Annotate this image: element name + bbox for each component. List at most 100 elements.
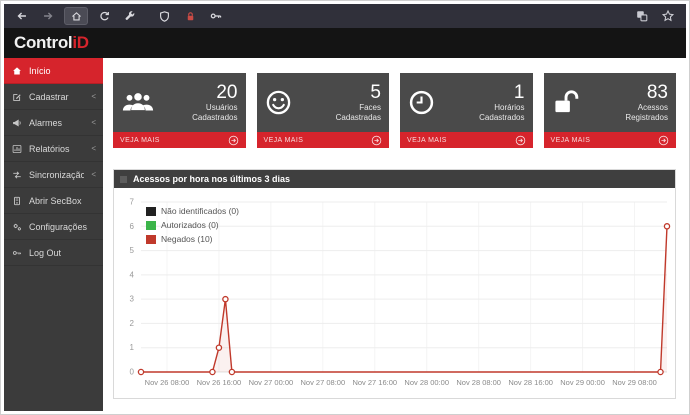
- sidebar-item-label: Log Out: [29, 247, 62, 258]
- chart-panel-header: Acessos por hora nos últimos 3 dias: [114, 170, 675, 188]
- home-icon[interactable]: [64, 7, 88, 25]
- stat-label-line1: Horários: [494, 102, 525, 112]
- veja-mais-link[interactable]: VEJA MAIS: [256, 132, 389, 148]
- svg-text:4: 4: [130, 270, 135, 279]
- svg-text:Nov 28 08:00: Nov 28 08:00: [456, 378, 501, 387]
- stat-label-line1: Faces: [359, 102, 381, 112]
- sidebar: Início Cadastrar < Alarmes < Relatórios …: [4, 58, 103, 411]
- shield-icon[interactable]: [154, 7, 174, 25]
- gears-icon: [11, 221, 22, 232]
- access-line-chart: 0 1 2 3 4 5 6 7 Nov 26 08:00 Nov 26 16:00 Nov 27 0…: [130, 198, 671, 387]
- stat-label: Usuários Cadastrados: [159, 102, 238, 123]
- report-icon: [11, 143, 22, 154]
- stat-value: 20: [216, 81, 238, 103]
- svg-text:Nov 27 08:00: Nov 27 08:00: [301, 378, 346, 387]
- sidebar-item-inicio[interactable]: Início: [4, 58, 103, 84]
- veja-mais-link[interactable]: VEJA MAIS: [400, 132, 533, 148]
- sidebar-item-label: Início: [29, 65, 51, 76]
- stat-card-horarios: 1 Horários Cadastrados VEJA MAIS: [400, 73, 533, 148]
- stat-card-body: 1 Horários Cadastrados: [400, 73, 533, 132]
- sidebar-item-configuracoes[interactable]: Configurações: [4, 214, 103, 240]
- secbox-icon: [11, 195, 22, 206]
- sidebar-item-abrir-secbox[interactable]: Abrir SecBox: [4, 188, 103, 214]
- sidebar-item-label: Configurações: [29, 221, 88, 232]
- legend-label: Não identificados (0): [161, 206, 239, 216]
- stat-value: 5: [370, 81, 381, 103]
- svg-text:Nov 29 08:00: Nov 29 08:00: [612, 378, 657, 387]
- veja-mais-label: VEJA MAIS: [407, 136, 447, 144]
- home-icon: [11, 65, 22, 76]
- legend-label: Negados (10): [161, 234, 213, 244]
- stat-label-line1: Usuários: [205, 102, 238, 112]
- sidebar-item-label: Relatórios: [29, 143, 70, 154]
- browser-toolbar: [4, 4, 686, 28]
- veja-mais-label: VEJA MAIS: [550, 136, 591, 144]
- forward-icon[interactable]: [38, 7, 58, 25]
- bookmark-star-icon[interactable]: [658, 7, 678, 25]
- svg-text:6: 6: [130, 222, 135, 231]
- svg-text:Nov 28 16:00: Nov 28 16:00: [508, 378, 553, 387]
- svg-text:Nov 27 16:00: Nov 27 16:00: [352, 378, 397, 387]
- edit-icon: [11, 91, 22, 102]
- stat-label-line2: Cadastrados: [192, 112, 238, 122]
- sidebar-item-cadastrar[interactable]: Cadastrar <: [4, 84, 103, 110]
- stat-label: Acessos Registrados: [585, 102, 668, 123]
- legend-label: Autorizados (0): [161, 220, 219, 230]
- arrow-circle-icon: [515, 135, 526, 146]
- svg-text:Nov 27 00:00: Nov 27 00:00: [249, 378, 294, 387]
- access-chart-panel: Acessos por hora nos últimos 3 dias 0 1 2 3…: [113, 169, 676, 399]
- chevron-left-icon: <: [91, 170, 96, 179]
- app-header: ControliD: [4, 28, 686, 58]
- sidebar-item-label: Abrir SecBox: [29, 195, 82, 206]
- main-content: 20 Usuários Cadastrados VEJA MAIS: [103, 58, 686, 411]
- svg-text:3: 3: [130, 295, 135, 304]
- back-icon[interactable]: [12, 7, 32, 25]
- megaphone-icon: [11, 117, 22, 128]
- wrench-icon[interactable]: [120, 7, 140, 25]
- veja-mais-label: VEJA MAIS: [120, 136, 160, 144]
- stat-card-faces: 5 Faces Cadastradas VEJA MAIS: [256, 73, 389, 148]
- stat-cards-row: 20 Usuários Cadastrados VEJA MAIS: [113, 73, 676, 148]
- sidebar-item-alarmes[interactable]: Alarmes <: [4, 110, 103, 136]
- chart-area: 0 1 2 3 4 5 6 7 Nov 26 08:00 Nov 26 16:00 Nov 27 0…: [114, 188, 675, 398]
- stat-card-body: 20 Usuários Cadastrados: [113, 73, 246, 132]
- legend-item-negados[interactable]: Negados (10): [146, 234, 239, 244]
- legend-swatch-red: [146, 234, 156, 244]
- svg-text:Nov 29 00:00: Nov 29 00:00: [560, 378, 605, 387]
- unlock-icon: [552, 89, 581, 116]
- stat-label-line2: Registrados: [625, 112, 668, 122]
- svg-text:1: 1: [130, 343, 135, 352]
- sidebar-item-logout[interactable]: Log Out: [4, 240, 103, 266]
- svg-text:Nov 26 08:00: Nov 26 08:00: [145, 378, 190, 387]
- sidebar-item-relatorios[interactable]: Relatórios <: [4, 136, 103, 162]
- lock-icon[interactable]: [180, 7, 200, 25]
- stat-label-line2: Cadastradas: [335, 112, 381, 122]
- sidebar-item-sincronizacao[interactable]: Sincronização <: [4, 162, 103, 188]
- svg-text:0: 0: [130, 368, 135, 377]
- legend-item-nao-identificados[interactable]: Não identificados (0): [146, 206, 239, 216]
- refresh-icon[interactable]: [94, 7, 114, 25]
- translate-icon[interactable]: [632, 7, 652, 25]
- arrow-circle-icon: [658, 135, 669, 146]
- arrow-circle-icon: [371, 135, 382, 146]
- chart-panel-icon: [120, 175, 127, 183]
- legend-item-autorizados[interactable]: Autorizados (0): [146, 220, 239, 230]
- sync-icon: [11, 169, 22, 180]
- legend-swatch-green: [146, 220, 156, 230]
- chart-title: Acessos por hora nos últimos 3 dias: [133, 174, 291, 184]
- chart-legend: Não identificados (0) Autorizados (0) Ne…: [146, 206, 239, 244]
- stat-label-line1: Acessos: [637, 102, 668, 112]
- users-icon: [121, 90, 155, 116]
- veja-mais-link[interactable]: VEJA MAIS: [543, 132, 676, 148]
- veja-mais-link[interactable]: VEJA MAIS: [113, 132, 246, 148]
- key-icon[interactable]: [206, 7, 226, 25]
- stat-card-body: 83 Acessos Registrados: [543, 73, 676, 132]
- logo-text-id: iD: [72, 33, 89, 52]
- stat-card-acessos: 83 Acessos Registrados VEJA MAIS: [543, 73, 676, 148]
- svg-text:Nov 26 16:00: Nov 26 16:00: [197, 378, 242, 387]
- legend-swatch-black: [146, 206, 156, 216]
- logout-key-icon: [11, 247, 22, 258]
- stat-label: Horários Cadastrados: [439, 102, 525, 123]
- arrow-circle-icon: [228, 135, 239, 146]
